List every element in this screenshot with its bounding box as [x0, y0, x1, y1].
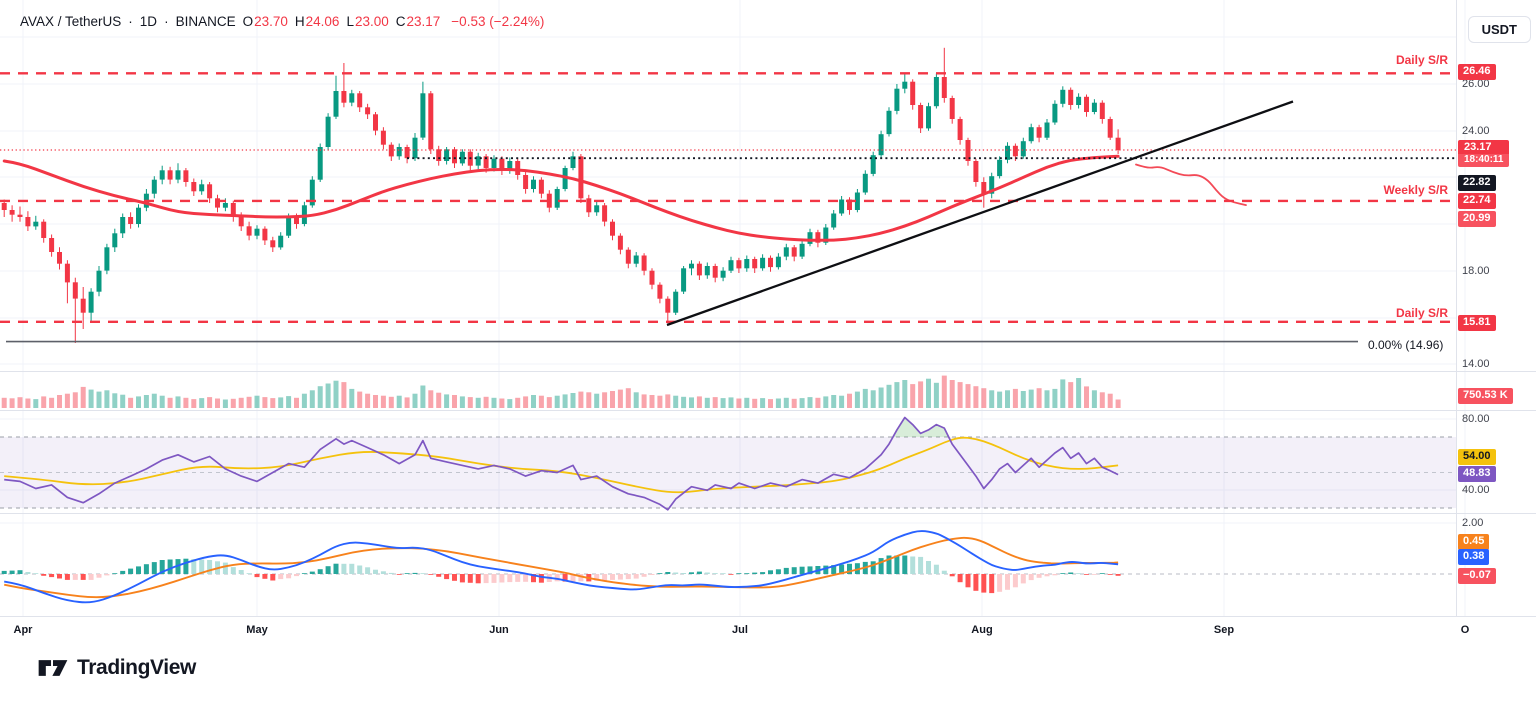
rsi-line: [4, 416, 1119, 511]
separator: ·: [164, 13, 169, 29]
month-label: O: [1460, 624, 1470, 636]
ohlc-close: C 23.17: [395, 13, 441, 29]
price-tick-label: 80.00: [1462, 413, 1490, 425]
rsi-overbought-fill: [893, 417, 949, 437]
candles-series: [1, 47, 1121, 343]
price-chart[interactable]: [0, 0, 1536, 650]
sr-label: Daily S/R: [1395, 53, 1448, 67]
currency-button[interactable]: USDT: [1467, 16, 1531, 43]
price-badge: 20.99: [1458, 211, 1496, 227]
price-tick-label: 26.00: [1462, 78, 1490, 90]
macd-signal-line: [4, 536, 1119, 599]
price-badge: 0.38: [1458, 549, 1490, 565]
price-badge: 22.82: [1458, 175, 1496, 191]
price-badge: 26.46: [1458, 64, 1496, 80]
price-badge: 0.45: [1458, 534, 1490, 550]
ohlc-low: L 23.00: [346, 13, 389, 29]
month-label: Aug: [971, 624, 993, 636]
symbol-name[interactable]: AVAX / TetherUS: [20, 13, 122, 29]
sr-label: Weekly S/R: [1383, 183, 1448, 197]
bar-countdown: 18:40:11: [1458, 154, 1510, 167]
sr-label: Daily S/R: [1395, 306, 1448, 320]
interval-label[interactable]: 1D: [139, 13, 158, 29]
volume-series: [1, 375, 1121, 409]
price-tick-label: 40.00: [1462, 484, 1490, 496]
tradingview-logo-text: TradingView: [77, 656, 196, 679]
fib-label: 0.00% (14.96): [1368, 338, 1444, 352]
last-price-value: 23.17: [1458, 140, 1510, 154]
change-label: −0.53 (−2.24%): [451, 13, 545, 29]
price-badge: 750.53 K: [1458, 388, 1513, 404]
ma-line: [2, 154, 1120, 242]
month-label: Jul: [732, 624, 748, 636]
price-badge: −0.07: [1458, 568, 1496, 584]
month-label: May: [246, 624, 268, 636]
month-label: Sep: [1213, 624, 1235, 636]
price-tick-label: 14.00: [1462, 358, 1490, 370]
ohlc-open: O 23.70: [242, 13, 288, 29]
price-tick-label: 2.00: [1462, 517, 1484, 529]
last-price-badge: 23.17 18:40:11: [1458, 140, 1510, 167]
tradingview-logo[interactable]: TradingView: [38, 656, 196, 680]
separator: ·: [128, 13, 133, 29]
price-tick-label: 24.00: [1462, 125, 1490, 137]
projection-path: [1135, 163, 1247, 206]
month-label: Jun: [489, 624, 509, 636]
rsi-ma-line: [4, 436, 1119, 494]
price-tick-label: 18.00: [1462, 265, 1490, 277]
tradingview-glyph: [38, 660, 68, 676]
exchange-label[interactable]: BINANCE: [175, 13, 236, 29]
price-badge: 22.74: [1458, 193, 1496, 209]
ohlc-high: H 24.06: [294, 13, 340, 29]
month-label: Apr: [13, 624, 33, 636]
trend-line: [666, 100, 1294, 327]
macd-line: [4, 530, 1119, 604]
price-badge: 54.00: [1458, 449, 1496, 465]
price-badge: 15.81: [1458, 315, 1496, 331]
price-badge: 48.83: [1458, 466, 1496, 482]
